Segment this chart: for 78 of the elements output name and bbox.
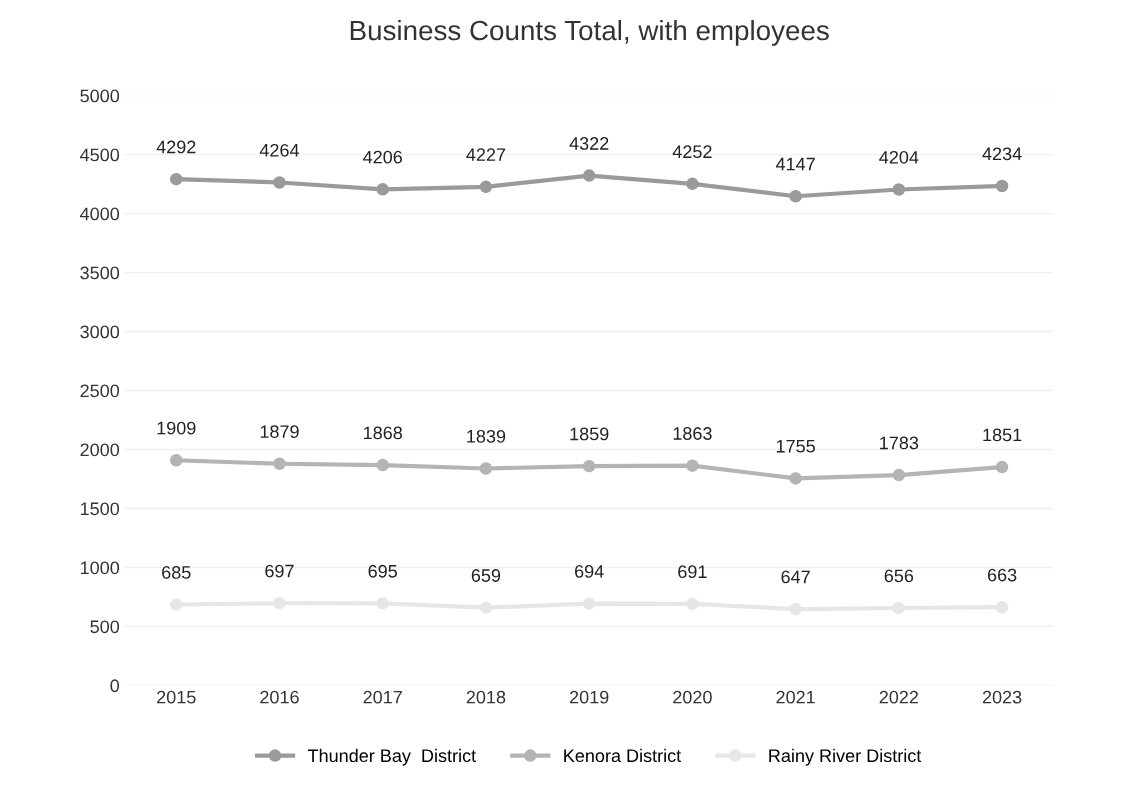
point [892,601,906,615]
y-tick-label: 500 [90,620,120,634]
point [376,183,389,196]
data-label: 697 [265,564,294,578]
y-tick-label: 3000 [80,325,120,339]
x-tick-label: 2019 [569,690,609,704]
y-tick-label: 4000 [80,207,120,221]
point [479,462,493,475]
data-label: 694 [575,564,604,578]
chart-title: Business Counts Total, with employees [350,19,829,46]
point [273,457,286,471]
data-label: 659 [471,569,501,582]
y-tick-label: 2500 [80,384,120,398]
data-label: 4147 [775,157,815,171]
data-label: 4322 [569,137,609,150]
data-label: 4206 [363,150,402,164]
x-tick-label: 2021 [776,690,815,704]
data-label: 656 [884,569,914,583]
data-label: 647 [781,570,810,584]
point [273,596,286,610]
legend-label: Thunder Bay District [307,748,476,766]
point [789,602,802,616]
point [892,183,906,196]
x-tick-label: 2016 [260,690,299,704]
point [169,172,183,186]
point [686,597,699,611]
y-tick-label: 2000 [80,443,120,457]
point [892,468,906,482]
x-tick-label: 2017 [363,690,402,704]
point [582,459,596,473]
data-label: 4204 [879,150,919,164]
point [169,598,183,611]
point [686,459,699,472]
point [169,453,183,467]
data-label: 1755 [776,440,815,453]
point [789,472,802,485]
y-tick-label: 4500 [80,148,120,162]
y-tick-label: 3500 [80,266,120,280]
data-label: 4252 [672,145,712,159]
data-label: 1863 [673,427,712,440]
point [789,190,802,203]
point [479,180,493,194]
y-tick-label: 1500 [80,502,120,516]
data-label: 1851 [983,428,1022,442]
point [995,179,1009,193]
point [686,177,699,191]
point [273,176,286,189]
data-label: 685 [162,566,191,579]
point [995,460,1009,474]
point [376,458,389,472]
data-label: 1783 [880,436,919,450]
data-label: 1879 [260,425,299,438]
data-label: 1868 [364,426,402,440]
data-label: 691 [678,565,707,579]
point [995,600,1009,614]
data-label: 695 [368,564,398,578]
x-tick-label: 2015 [157,690,196,704]
data-label: 4234 [982,147,1022,161]
point [376,597,389,610]
data-label: 663 [987,568,1017,582]
legend-label: Kenora District [564,748,682,763]
point [582,597,596,610]
data-label: 4264 [259,143,300,157]
data-label: 1839 [467,429,506,443]
data-label: 1859 [570,427,609,441]
x-tick-label: 2023 [982,690,1022,704]
legend-label: Rainy River District [769,748,922,766]
point [479,601,493,614]
data-label: 4292 [156,140,196,154]
y-tick-label: 0 [110,679,120,693]
data-label: 4227 [466,148,506,161]
y-tick-label: 5000 [80,89,120,103]
y-tick-label: 1000 [80,561,120,575]
x-tick-label: 2018 [466,690,506,704]
x-tick-label: 2022 [879,690,919,704]
data-label: 1909 [157,421,196,435]
x-tick-label: 2020 [673,690,712,704]
point [582,169,596,182]
